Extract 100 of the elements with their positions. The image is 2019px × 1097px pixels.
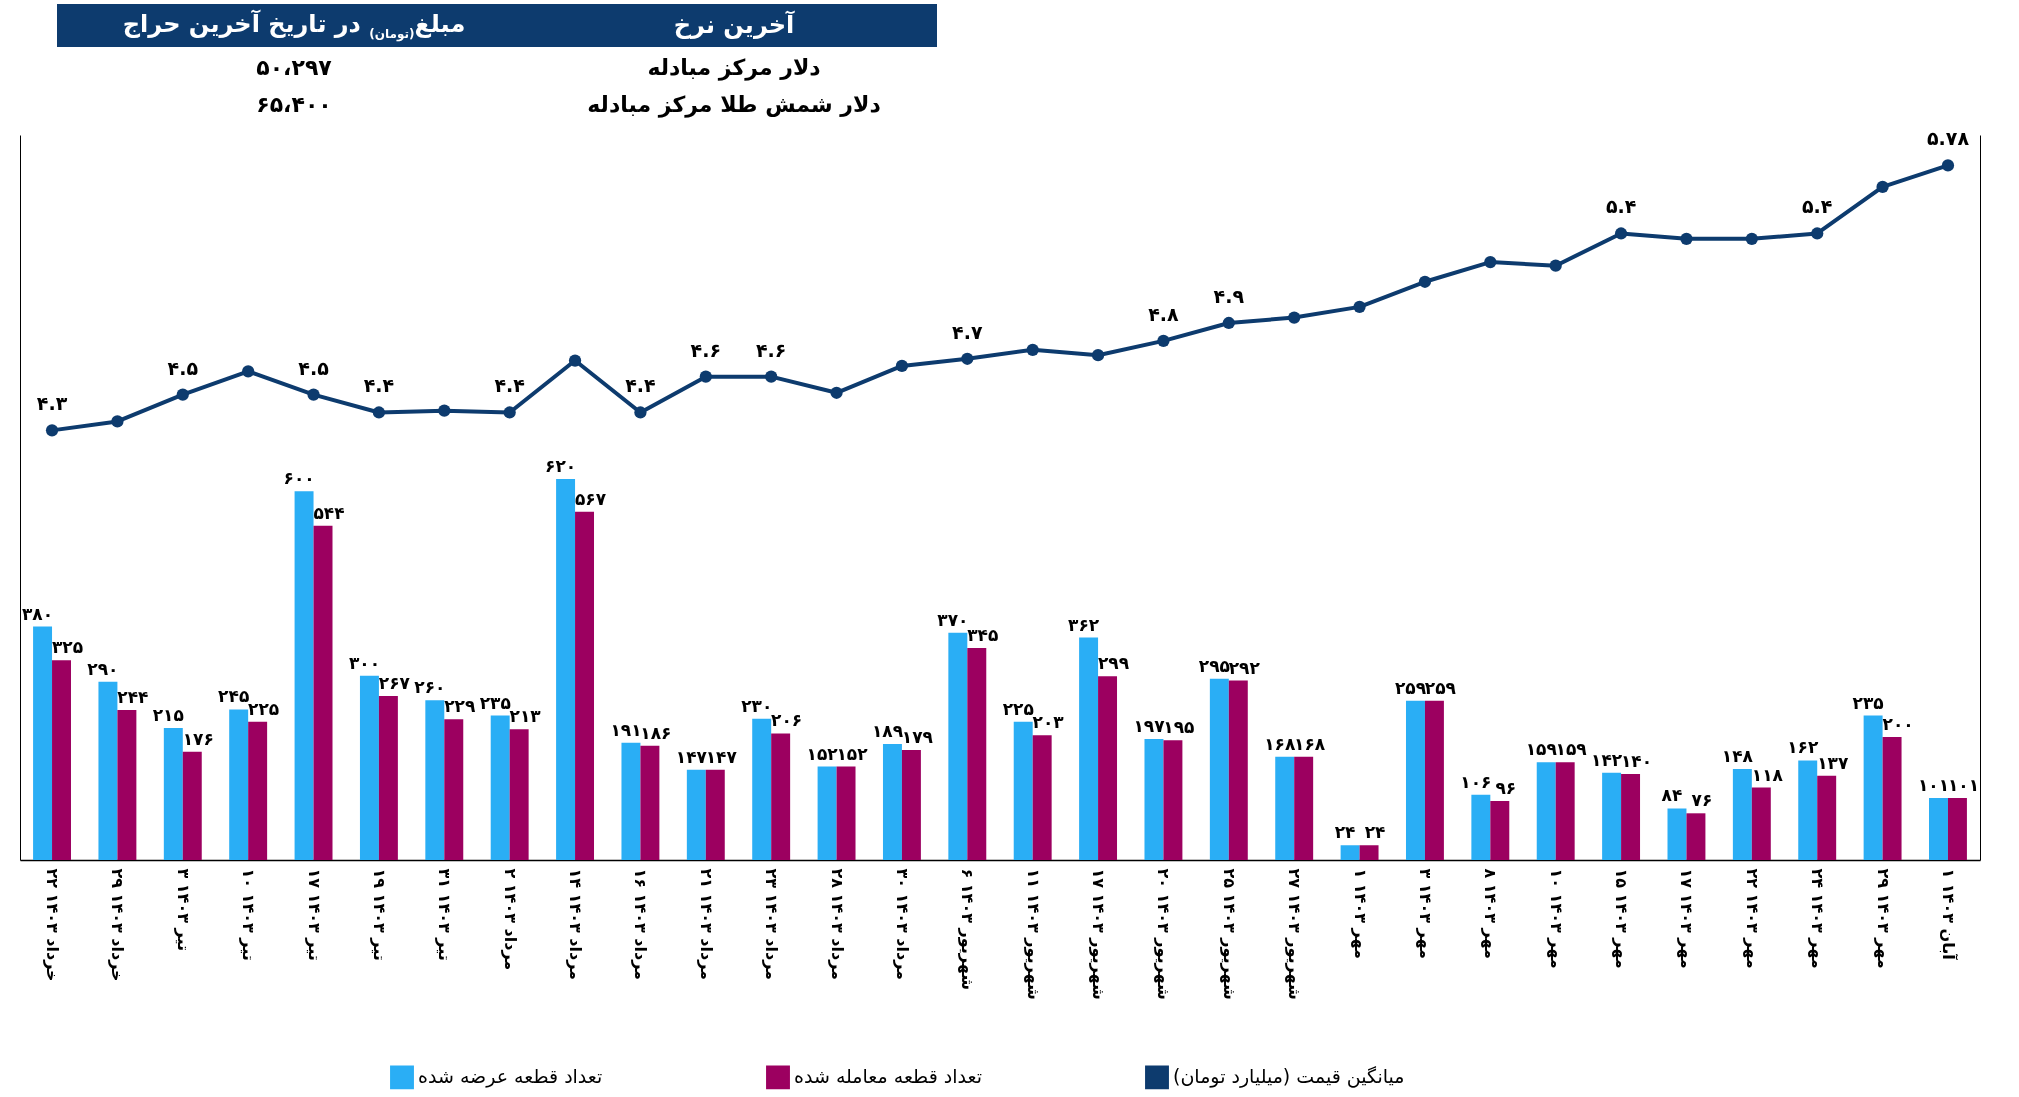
- data-label: ۵۶۷: [574, 488, 607, 509]
- bar: [490, 715, 510, 860]
- x-tick-label: ۱ مهر ۱۴۰۳: [1350, 868, 1370, 959]
- data-label: ۴.۴: [625, 374, 656, 397]
- text: آخرین نرخ: [531, 4, 937, 47]
- data-label: ۱۷۶: [182, 728, 214, 749]
- data-label: ۵.۷۸: [1926, 127, 1970, 150]
- data-label: ۹۶: [1495, 778, 1517, 799]
- data-label: ۶۰۰: [283, 468, 315, 489]
- bar: [621, 742, 641, 860]
- point: [1680, 232, 1693, 245]
- data-label: ۲۳۰: [741, 695, 773, 716]
- bar: [163, 727, 183, 860]
- bar: [901, 750, 921, 860]
- data-label: ۲۵۹: [1424, 677, 1457, 698]
- data-label: ۲۲۵: [248, 698, 280, 719]
- x-tick-label: ۶ شهریور ۱۴۰۳: [958, 868, 978, 990]
- bar: [771, 733, 791, 860]
- data-label: ۴.۶: [755, 338, 787, 361]
- data-label: ۲۹۹: [1097, 653, 1130, 674]
- x-tick-label: ۱۷ تیر ۱۴۰۳: [304, 868, 324, 961]
- point: [1614, 227, 1628, 240]
- data-label: ۴.۷: [952, 320, 983, 343]
- data-label: ۲۹۰: [87, 658, 119, 679]
- data-label: ۲۶۷: [378, 672, 411, 693]
- point: [242, 365, 255, 378]
- bar: [1621, 773, 1641, 860]
- bar: [33, 626, 53, 860]
- data-label: ۸۴: [1661, 785, 1683, 806]
- x-tick-label: ۲۵ شهریور ۱۴۰۳: [1219, 868, 1239, 1000]
- point: [1418, 275, 1432, 288]
- bar: [182, 751, 202, 860]
- point: [1745, 232, 1758, 245]
- bar: [1929, 797, 1948, 860]
- x-tick-label: ۸ مهر ۱۴۰۳: [1481, 868, 1501, 959]
- bar: [1340, 845, 1360, 860]
- x-tick-label: ۳ مهر ۱۴۰۳: [1415, 868, 1435, 959]
- data-label: ۵.۴: [1605, 195, 1637, 218]
- bar: [836, 766, 856, 860]
- x-tick-label: ۲۳ مرداد ۱۴۰۳: [762, 868, 782, 981]
- data-label: ۱۴۷: [675, 746, 708, 767]
- data-label: ۴.۴: [494, 374, 525, 397]
- bar: [294, 491, 314, 860]
- text: مبلغ$_{(تومان)}$ در تاریخ آخرین حراج: [57, 4, 531, 47]
- bar: [1536, 762, 1556, 860]
- bar: [817, 766, 837, 860]
- data-label: ۱۳۷: [1817, 752, 1849, 773]
- point: [961, 352, 974, 365]
- data-label: ۲۴: [1364, 822, 1386, 843]
- data-label: ۲۶۰: [414, 677, 446, 698]
- x-tick-label: ۳۰ مرداد ۱۴۰۳: [892, 868, 912, 981]
- data-label: ۱۰۱: [1917, 774, 1950, 795]
- bar: [1144, 738, 1164, 860]
- bar: [1751, 787, 1771, 860]
- bar: [556, 479, 576, 860]
- bar: [1228, 680, 1248, 860]
- bar: [378, 695, 398, 860]
- data-label: ۲۱۵: [152, 704, 184, 725]
- data-label: ۵۴۴: [313, 502, 345, 523]
- data-label: ۱۶۸: [1294, 733, 1326, 754]
- x-tick-label: ۱۱ شهریور ۱۴۰۳: [1023, 868, 1043, 1000]
- point: [372, 406, 386, 419]
- bar: [1032, 735, 1052, 860]
- data-label: ۲۲۹: [444, 696, 476, 717]
- bar: [444, 719, 464, 860]
- data-label: ۷۶: [1691, 790, 1713, 811]
- data-label: ۳۶۲: [1068, 614, 1100, 635]
- x-tick-label: ۲۰ شهریور ۱۴۰۳: [1154, 868, 1174, 1000]
- bar: [1686, 813, 1706, 860]
- point: [699, 370, 712, 383]
- data-label: ۱۵۹: [1525, 739, 1558, 760]
- x-tick-label: ۱۹ تیر ۱۴۰۳: [369, 868, 389, 961]
- data-label: ۲۹۲: [1228, 657, 1261, 678]
- legend-label: تعداد قطعه معامله شده: [794, 1065, 982, 1088]
- bar: [425, 700, 445, 860]
- bar: [117, 710, 137, 860]
- data-label: ۲۴: [1334, 822, 1356, 843]
- data-label: ۱۸۶: [640, 722, 672, 743]
- point: [568, 354, 582, 367]
- bar: [705, 769, 725, 860]
- data-label: ۲۹۵: [1198, 655, 1230, 676]
- x-tick-label: ۳۱ تیر ۱۴۰۳: [435, 868, 455, 961]
- data-label: ۱۱۸: [1751, 764, 1784, 785]
- x-tick-label: ۲۷ شهریور ۱۴۰۳: [1285, 868, 1305, 1000]
- point: [1157, 334, 1170, 347]
- bar: [1817, 775, 1837, 860]
- bar: [98, 681, 118, 860]
- bar: [1098, 676, 1118, 860]
- x-tick-label: ۱ آبان ۱۴۰۳: [1938, 868, 1959, 961]
- point: [1876, 180, 1889, 194]
- data-label: ۱۰۱: [1947, 774, 1980, 795]
- point: [1222, 316, 1235, 330]
- data-label: ۱۹۵: [1163, 717, 1195, 738]
- x-tick-label: ۱۷ مهر ۱۴۰۳: [1677, 868, 1697, 969]
- point: [438, 404, 451, 417]
- bar: [1471, 794, 1491, 860]
- point: [307, 388, 320, 401]
- bar: [359, 675, 379, 860]
- data-label: ۲۲۵: [1002, 698, 1034, 719]
- data-label: ۲۳۵: [479, 692, 511, 713]
